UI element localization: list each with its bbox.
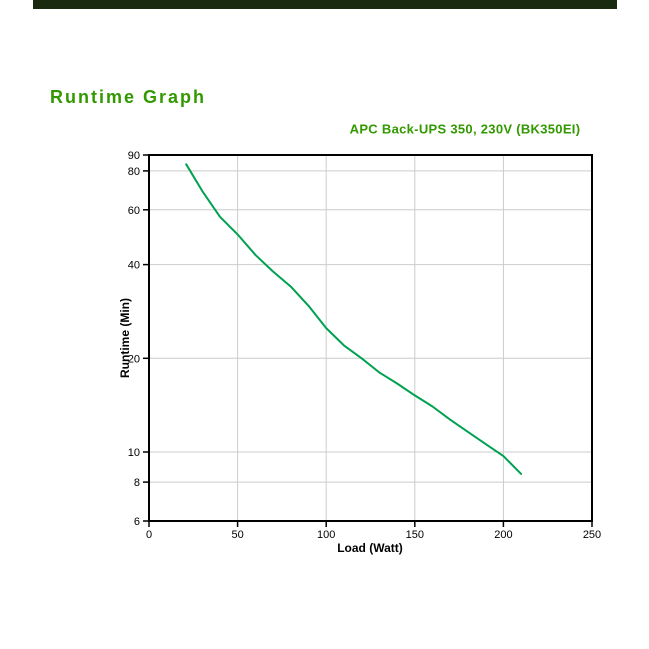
x-tick-label: 250: [583, 529, 601, 541]
x-tick-label: 100: [317, 529, 335, 541]
plot-frame: [148, 154, 593, 522]
y-tick-label: 60: [128, 205, 140, 217]
y-tick-label: 10: [128, 447, 140, 459]
x-tick-label: 0: [146, 529, 152, 541]
y-tick-label: 80: [128, 166, 140, 178]
x-axis-label: Load (Watt): [337, 541, 403, 555]
top-bar: [33, 0, 617, 9]
runtime-curve: [185, 163, 523, 475]
x-tick-label: 150: [406, 529, 424, 541]
x-tick-label: 200: [494, 529, 512, 541]
y-tick-label: 90: [128, 150, 140, 162]
chart-title: APC Back-UPS 350, 230V (BK350EI): [349, 121, 581, 137]
y-tick-label: 6: [134, 516, 140, 528]
y-tick-label: 20: [128, 353, 140, 365]
y-tick-label: 8: [134, 477, 140, 489]
y-tick-label: 40: [128, 260, 140, 272]
x-tick-label: 50: [231, 529, 243, 541]
page-title: Runtime Graph: [50, 87, 207, 107]
